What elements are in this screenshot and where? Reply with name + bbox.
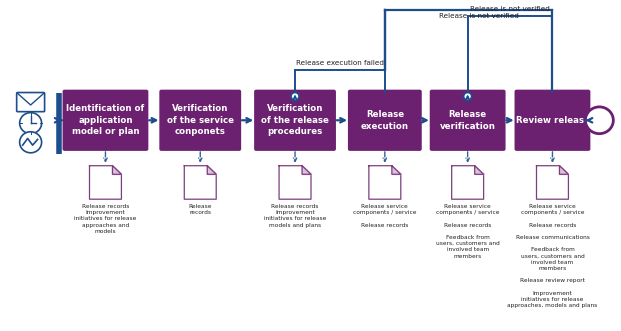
Polygon shape xyxy=(392,166,401,174)
Circle shape xyxy=(291,93,299,100)
Polygon shape xyxy=(451,166,484,199)
Text: Release records
Improvement
initiatives for release
models and plans: Release records Improvement initiatives … xyxy=(264,204,326,228)
Text: Release
verification: Release verification xyxy=(440,110,496,130)
Polygon shape xyxy=(89,166,122,199)
Polygon shape xyxy=(184,166,216,199)
FancyBboxPatch shape xyxy=(254,90,336,151)
Text: Release
records: Release records xyxy=(189,204,212,215)
Polygon shape xyxy=(279,166,311,199)
Circle shape xyxy=(20,113,42,134)
Polygon shape xyxy=(302,166,311,174)
Text: Verification
of the release
procedures: Verification of the release procedures xyxy=(261,104,329,136)
Text: Release service
components / service

Release records

Release communications

F: Release service components / service Rel… xyxy=(507,204,597,308)
Text: Review release: Review release xyxy=(515,116,589,125)
Text: Release service
components / service

Release records

Feedback from
users, cust: Release service components / service Rel… xyxy=(436,204,499,259)
Text: Release service
components / service

Release records: Release service components / service Rel… xyxy=(353,204,417,228)
Polygon shape xyxy=(207,166,216,174)
FancyBboxPatch shape xyxy=(63,90,148,151)
Text: Release is not verified: Release is not verified xyxy=(438,13,519,19)
Circle shape xyxy=(20,132,42,153)
Circle shape xyxy=(464,93,471,100)
Polygon shape xyxy=(369,166,401,199)
FancyBboxPatch shape xyxy=(17,93,45,112)
FancyBboxPatch shape xyxy=(348,90,422,151)
FancyBboxPatch shape xyxy=(160,90,241,151)
Text: Release records
Improvement
initiatives for release
approaches and
models: Release records Improvement initiatives … xyxy=(75,204,137,234)
Polygon shape xyxy=(537,166,568,199)
Text: Release is not verified: Release is not verified xyxy=(470,6,550,12)
FancyBboxPatch shape xyxy=(430,90,505,151)
Text: Identification of
application
model or plan: Identification of application model or p… xyxy=(66,104,145,136)
Text: Release execution failed: Release execution failed xyxy=(296,60,384,66)
Polygon shape xyxy=(112,166,122,174)
Text: Release
execution: Release execution xyxy=(361,110,409,130)
Text: Verification
of the service
conponets: Verification of the service conponets xyxy=(167,104,233,136)
Circle shape xyxy=(586,107,614,134)
FancyBboxPatch shape xyxy=(515,90,591,151)
Polygon shape xyxy=(560,166,568,174)
Polygon shape xyxy=(474,166,484,174)
